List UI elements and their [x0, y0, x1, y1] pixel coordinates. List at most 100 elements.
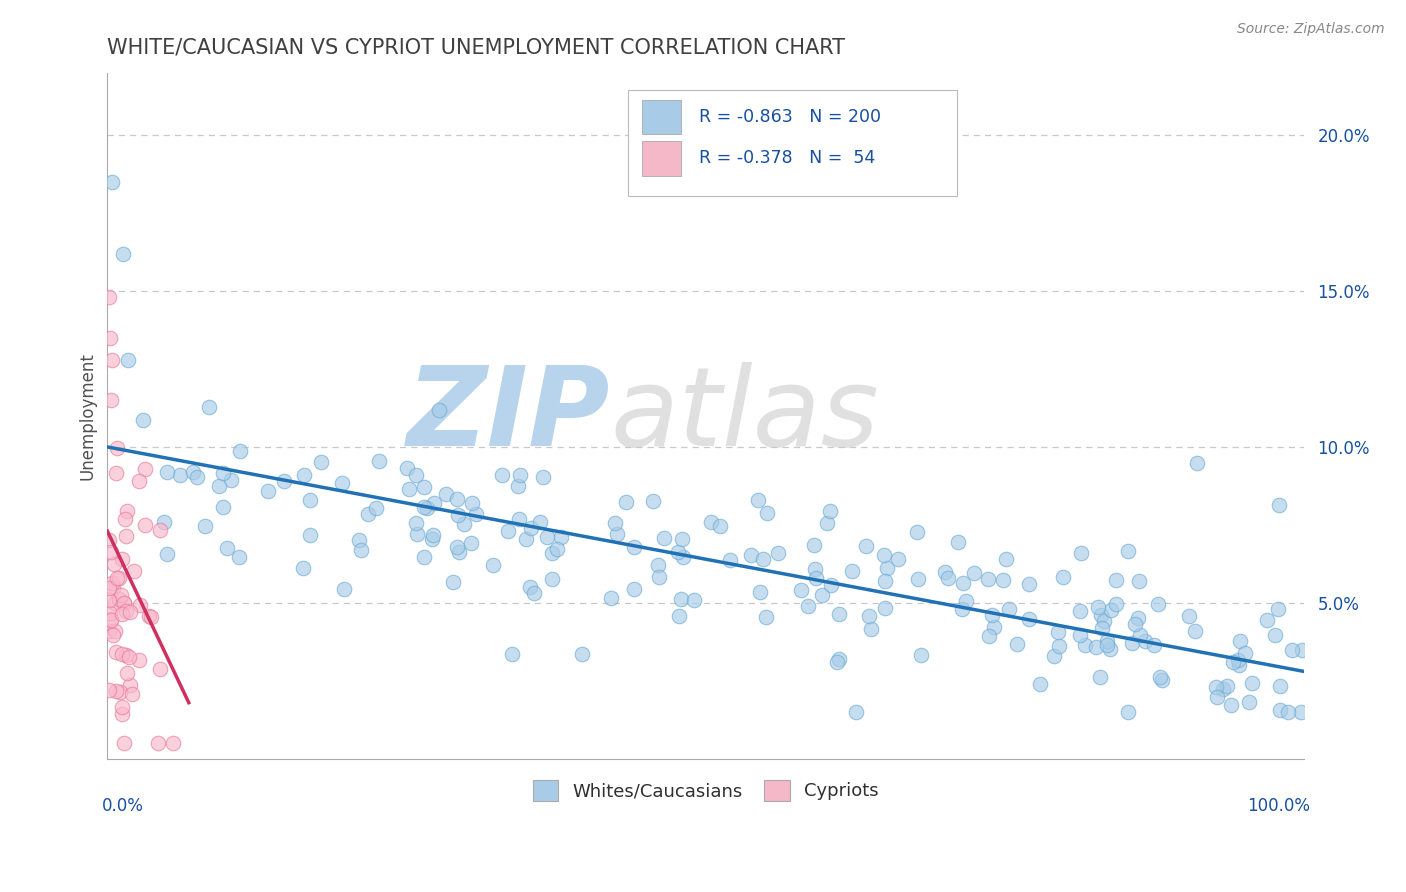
Point: [683, 593, 706, 607]
Point: [97, 290, 120, 304]
Point: [907, 524, 929, 539]
Point: [101, 352, 124, 367]
Point: [768, 546, 790, 560]
Point: [1105, 574, 1128, 588]
Point: [169, 467, 191, 482]
Point: [465, 508, 488, 522]
Point: [1087, 600, 1109, 615]
Point: [1240, 676, 1263, 690]
Point: [197, 401, 219, 415]
Point: [747, 493, 769, 508]
Point: [803, 539, 825, 553]
Point: [211, 500, 233, 515]
Point: [1184, 624, 1206, 639]
Point: [671, 591, 693, 606]
Point: [977, 629, 1000, 643]
Point: [256, 483, 278, 498]
Point: [103, 557, 125, 571]
Point: [541, 573, 564, 587]
Point: [108, 684, 131, 698]
Point: [541, 546, 564, 560]
Point: [546, 542, 568, 557]
Point: [858, 608, 880, 623]
Text: R = -0.378   N =  54: R = -0.378 N = 54: [699, 150, 875, 168]
Point: [129, 598, 152, 612]
Point: [112, 597, 135, 611]
Point: [1018, 576, 1040, 591]
Point: [873, 601, 896, 615]
Point: [647, 558, 669, 573]
Point: [1205, 690, 1227, 704]
Point: [1135, 634, 1157, 648]
Point: [571, 647, 593, 661]
Point: [1281, 642, 1303, 657]
Point: [229, 444, 252, 458]
Point: [108, 571, 131, 585]
Point: [508, 479, 530, 493]
Point: [950, 602, 973, 616]
Point: [97, 581, 120, 595]
Point: [115, 603, 138, 617]
Point: [886, 552, 908, 566]
Point: [699, 516, 721, 530]
Point: [111, 700, 134, 714]
Point: [131, 413, 153, 427]
Point: [855, 539, 877, 553]
Point: [1220, 698, 1243, 713]
Point: [134, 518, 156, 533]
Point: [100, 613, 122, 627]
Point: [299, 528, 322, 542]
Point: [219, 473, 242, 487]
Point: [718, 553, 741, 567]
Point: [112, 736, 135, 750]
Point: [1126, 611, 1149, 625]
Point: [605, 516, 627, 530]
Point: [398, 482, 420, 496]
Point: [110, 588, 132, 602]
Point: [811, 588, 834, 602]
Point: [1095, 634, 1118, 648]
Point: [111, 607, 134, 621]
Point: [366, 500, 388, 515]
Point: [117, 352, 139, 367]
Point: [998, 602, 1021, 616]
Point: [212, 467, 235, 481]
Point: [194, 519, 217, 533]
Point: [1289, 705, 1312, 719]
Point: [412, 480, 434, 494]
Point: [292, 467, 315, 482]
Text: Source: ZipAtlas.com: Source: ZipAtlas.com: [1237, 22, 1385, 37]
Y-axis label: Unemployment: Unemployment: [79, 351, 96, 480]
Point: [208, 479, 231, 493]
Point: [111, 551, 134, 566]
Text: 100.0%: 100.0%: [1247, 797, 1310, 814]
Point: [482, 558, 505, 572]
Point: [1069, 628, 1091, 642]
Point: [1268, 498, 1291, 512]
Point: [876, 561, 898, 575]
Point: [1146, 597, 1168, 611]
Point: [146, 736, 169, 750]
Text: R = -0.863   N = 200: R = -0.863 N = 200: [699, 108, 880, 127]
Point: [1099, 641, 1122, 656]
Point: [1143, 638, 1166, 652]
Point: [980, 608, 1002, 623]
Point: [162, 736, 184, 750]
Point: [1215, 679, 1237, 693]
FancyBboxPatch shape: [643, 141, 681, 176]
Point: [872, 548, 894, 562]
Point: [350, 542, 373, 557]
Point: [529, 516, 551, 530]
Point: [368, 454, 391, 468]
Point: [606, 527, 628, 541]
Point: [1047, 639, 1070, 653]
Point: [531, 470, 554, 484]
Point: [815, 516, 838, 530]
Point: [100, 612, 122, 626]
Point: [422, 528, 444, 542]
Point: [666, 545, 689, 559]
Point: [98, 331, 121, 345]
Point: [1185, 456, 1208, 470]
Point: [1239, 695, 1261, 709]
Point: [118, 650, 141, 665]
